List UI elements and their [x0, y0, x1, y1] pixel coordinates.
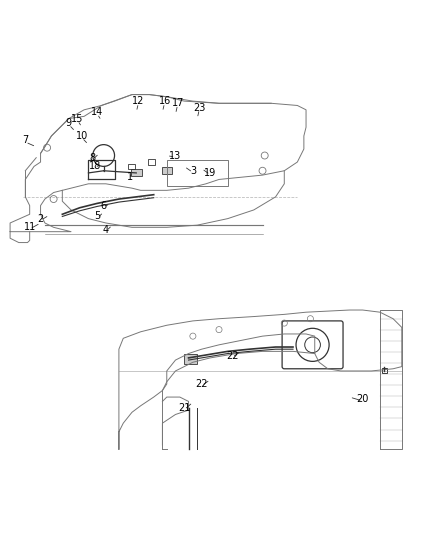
Text: 20: 20 [357, 394, 369, 404]
Text: 9: 9 [66, 118, 72, 128]
Text: 18: 18 [89, 161, 101, 172]
Text: 6: 6 [101, 200, 107, 211]
Text: 7: 7 [22, 135, 28, 146]
Text: 8: 8 [90, 152, 96, 163]
Text: 4: 4 [103, 224, 109, 235]
Bar [128, 164, 135, 169]
Text: 3: 3 [190, 166, 196, 176]
Text: 22: 22 [195, 379, 208, 389]
Bar [162, 167, 172, 174]
Text: 17: 17 [171, 98, 184, 108]
Bar [148, 159, 155, 165]
Text: 23: 23 [193, 103, 205, 112]
Text: 21: 21 [178, 403, 191, 413]
Text: 10: 10 [76, 131, 88, 141]
Bar [131, 169, 141, 176]
Text: 5: 5 [94, 212, 100, 221]
Text: 15: 15 [71, 114, 84, 124]
Text: 11: 11 [24, 222, 36, 232]
Bar [184, 353, 197, 365]
Text: 2: 2 [37, 214, 44, 224]
Text: 13: 13 [170, 150, 182, 160]
Bar [382, 368, 387, 373]
Text: 19: 19 [204, 168, 216, 178]
Text: 1: 1 [127, 172, 133, 182]
Bar [167, 160, 228, 186]
Text: 16: 16 [159, 96, 171, 106]
Text: 14: 14 [91, 107, 103, 117]
Text: 22: 22 [226, 351, 238, 361]
Text: 12: 12 [132, 96, 145, 106]
